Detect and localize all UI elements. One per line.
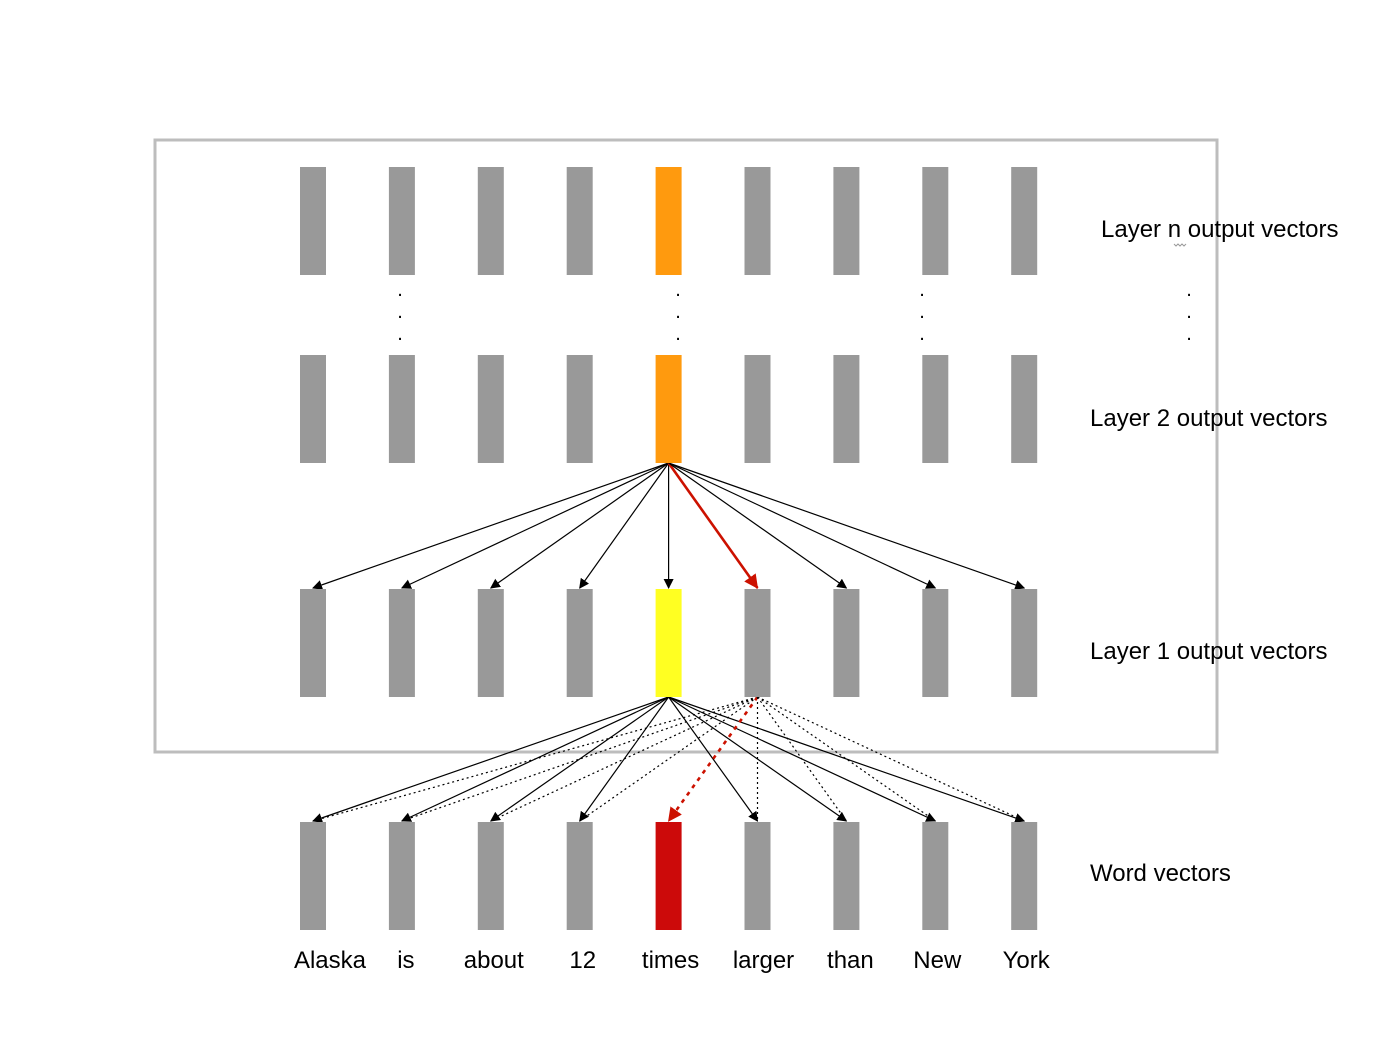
- layer-1-vector: [922, 589, 949, 697]
- layer-n-vector: [388, 167, 415, 275]
- layer-n-vector: [1011, 167, 1038, 275]
- layer-2-vector: [922, 355, 949, 463]
- word-attention-arrow: [489, 696, 669, 822]
- ellipsis-dot: .: [397, 279, 403, 301]
- ellipsis-dot: .: [919, 279, 925, 301]
- ellipsis-dot: .: [919, 323, 925, 345]
- layer-1-vector: [388, 589, 415, 697]
- word-label: York: [1003, 947, 1051, 974]
- layer-n-vector: [922, 167, 949, 275]
- layer-2-vector: [1011, 355, 1038, 463]
- layer-2-vector: [744, 355, 771, 463]
- ellipsis-dot: .: [397, 301, 403, 323]
- layer-1-vector: [1011, 589, 1038, 697]
- dotted-attention-line: [312, 696, 758, 822]
- layer-1-vector: [744, 589, 771, 697]
- word-vector-highlighted: [655, 822, 682, 930]
- layer-n-vector: [477, 167, 504, 275]
- layer-2-label: Layer 2 output vectors: [1090, 405, 1327, 432]
- attention-arrow: [579, 462, 670, 589]
- layer-ellipsis: ............: [397, 279, 1192, 345]
- word-attention-arrow: [579, 696, 670, 822]
- word-attention-arrow: [668, 696, 1026, 823]
- layer-1-vector-highlighted: [655, 589, 682, 697]
- ellipsis-dot: .: [919, 301, 925, 323]
- layer-n-vector: [744, 167, 771, 275]
- dotted-attention-arrow-highlighted: [667, 696, 759, 822]
- attention-arrow: [400, 462, 669, 589]
- word-vector: [922, 822, 949, 930]
- layer-n-vector: [833, 167, 860, 275]
- word-vector: [744, 822, 771, 930]
- attention-arrow: [312, 462, 669, 590]
- vector-rows: [300, 167, 1038, 930]
- layer-2-vector: [388, 355, 415, 463]
- layer-1-vector: [300, 589, 326, 697]
- layer-2-vector: [566, 355, 593, 463]
- word-vector: [388, 822, 415, 930]
- attention-arrow-highlighted: [667, 462, 759, 589]
- dotted-attention-line: [490, 696, 758, 822]
- attention-arrow: [668, 462, 1026, 590]
- layer-2-vector: [477, 355, 504, 463]
- word-vector: [566, 822, 593, 930]
- word-vectors-label: Word vectors: [1090, 860, 1231, 887]
- word-label: 12: [569, 947, 596, 974]
- layer-1-vector: [477, 589, 504, 697]
- attention-arrow: [489, 462, 669, 589]
- word-label: Alaska: [294, 947, 367, 974]
- word-label: times: [642, 947, 699, 974]
- ellipsis-dot: .: [675, 301, 681, 323]
- layer-1-label: Layer 1 output vectors: [1090, 638, 1327, 665]
- word-label: about: [464, 947, 524, 974]
- layer-2-vector-highlighted: [655, 355, 682, 463]
- word-label: larger: [733, 947, 794, 974]
- layer-n-vector-highlighted: [655, 167, 682, 275]
- layer-1-vector: [566, 589, 593, 697]
- attention-arrow: [668, 462, 937, 589]
- layer-n-label: Layer n output vectors: [1101, 216, 1338, 243]
- word-label: is: [397, 947, 414, 974]
- word-labels: Alaska is about 12 times larger than New York: [294, 947, 1051, 974]
- ellipsis-dot: .: [675, 279, 681, 301]
- layer-1-vector: [833, 589, 860, 697]
- spellcheck-squiggle: [1173, 243, 1187, 247]
- word-label: than: [827, 947, 874, 974]
- word-attention-arrow: [312, 696, 669, 823]
- word-vector: [833, 822, 860, 930]
- ellipsis-dot: .: [397, 323, 403, 345]
- dotted-attention-line: [757, 696, 847, 822]
- word-vector: [300, 822, 326, 930]
- ellipsis-dot: .: [1186, 279, 1192, 301]
- layer-n-vector: [566, 167, 593, 275]
- layer-2-vector: [300, 355, 326, 463]
- word-label: New: [913, 947, 962, 974]
- ellipsis-dot: .: [1186, 323, 1192, 345]
- attention-connections: [312, 462, 1026, 823]
- dotted-attention-line: [579, 696, 758, 822]
- word-vector: [477, 822, 504, 930]
- dotted-attention-line: [757, 696, 1025, 822]
- dotted-attention-line: [757, 696, 936, 822]
- ellipsis-dot: .: [675, 323, 681, 345]
- layer-n-vector: [300, 167, 326, 275]
- attention-arrow: [668, 462, 848, 589]
- word-vector: [1011, 822, 1038, 930]
- layer-2-vector: [833, 355, 860, 463]
- encoder-layers-box: [153, 138, 1219, 754]
- ellipsis-dot: .: [1186, 301, 1192, 323]
